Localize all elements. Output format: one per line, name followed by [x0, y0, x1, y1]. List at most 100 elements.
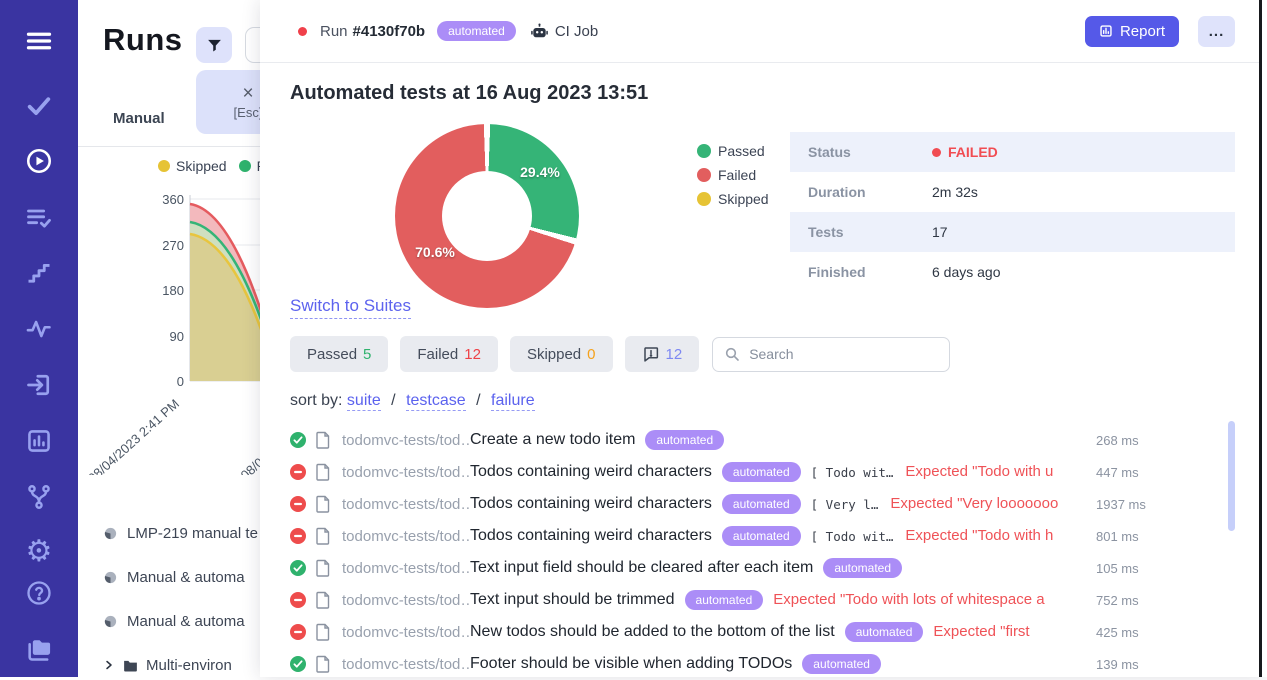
- list-item[interactable]: Manual & automa: [103, 606, 260, 636]
- test-row[interactable]: todomvc-tests/tod… Text input field shou…: [290, 552, 1158, 584]
- test-path: todomvc-tests/tod…: [342, 655, 470, 673]
- automated-badge: automated: [721, 494, 801, 514]
- close-icon[interactable]: ×: [242, 82, 254, 104]
- test-row[interactable]: todomvc-tests/tod… Todos containing weir…: [290, 456, 1158, 488]
- tab-comments-count: 12: [665, 345, 683, 363]
- switch-to-suites-link[interactable]: Switch to Suites: [290, 296, 411, 319]
- stat-label: Tests: [808, 224, 844, 240]
- check-icon[interactable]: [24, 90, 54, 120]
- passed-dot-icon: [238, 160, 251, 172]
- filter-button[interactable]: [196, 27, 232, 63]
- tab-passed[interactable]: Passed 5: [290, 336, 389, 372]
- run-status-dot-icon: [298, 26, 307, 36]
- skipped-dot-icon: [158, 160, 170, 172]
- menu-icon[interactable]: [24, 26, 54, 56]
- list-scrollbar[interactable]: [1228, 421, 1235, 531]
- ytick-270: 270: [162, 238, 184, 253]
- stat-label: Status: [808, 144, 851, 160]
- tab-skipped[interactable]: Skipped 0: [509, 336, 613, 372]
- test-row[interactable]: todomvc-tests/tod… Text input should be …: [290, 584, 1158, 616]
- failed-minus-icon: [290, 592, 306, 608]
- run-stats-table: Status FAILED Duration 2m 32s Tests 17 F…: [790, 132, 1235, 292]
- legend-passed: Pas: [257, 158, 260, 174]
- help-circle-icon[interactable]: [24, 578, 54, 608]
- test-error: Expected "first: [933, 623, 1030, 640]
- donut-passed-label: 29.4%: [520, 164, 560, 180]
- stairs-icon[interactable]: [24, 258, 54, 288]
- passed-check-icon: [290, 560, 306, 576]
- chevron-right-icon[interactable]: [103, 659, 115, 671]
- test-title: Footer should be visible when adding TOD…: [470, 655, 793, 672]
- sort-by-testcase-link[interactable]: testcase: [406, 392, 466, 411]
- legend-failed-label: Failed: [718, 167, 757, 183]
- file-icon: [315, 655, 331, 673]
- tab-passed-label: Passed: [307, 345, 358, 363]
- legend-skipped: Skipped: [176, 158, 227, 174]
- sort-by-suite-link[interactable]: suite: [346, 392, 381, 411]
- donut-failed-label: 70.6%: [415, 244, 455, 260]
- robot-icon: [530, 22, 548, 37]
- sort-row: sort by: suite / testcase / failure: [290, 392, 535, 411]
- bar-chart-icon[interactable]: [24, 426, 54, 456]
- gear-icon[interactable]: ⚙: [25, 534, 53, 569]
- tab-comments[interactable]: 12: [624, 336, 700, 372]
- search-input[interactable]: [712, 336, 951, 372]
- test-row[interactable]: todomvc-tests/tod… Footer should be visi…: [290, 648, 1158, 680]
- run-header: Run #4130f70b automated CI Job Report ..…: [260, 0, 1259, 63]
- test-duration: 801 ms: [1096, 528, 1139, 544]
- list-item[interactable]: LMP-219 manual te: [103, 518, 260, 548]
- test-error: Expected "Todo with h: [905, 527, 1054, 544]
- ytick-90: 90: [170, 329, 184, 344]
- git-branch-icon[interactable]: [24, 482, 54, 512]
- runs-list: LMP-219 manual te Manual & automa Manual…: [103, 518, 260, 677]
- automated-badge: automated: [721, 462, 801, 482]
- test-path: todomvc-tests/tod…: [342, 527, 470, 545]
- failed-minus-icon: [290, 464, 306, 480]
- test-row[interactable]: todomvc-tests/tod… New todos should be a…: [290, 616, 1158, 648]
- test-path: todomvc-tests/tod…: [342, 495, 470, 513]
- test-row[interactable]: todomvc-tests/tod… Todos containing weir…: [290, 488, 1158, 520]
- failed-dot-icon: [697, 168, 711, 182]
- table-row: Finished 6 days ago: [790, 252, 1235, 292]
- file-icon: [315, 431, 331, 449]
- automated-badge: automated: [721, 526, 801, 546]
- folders-icon[interactable]: [24, 634, 54, 664]
- file-icon: [315, 527, 331, 545]
- report-button[interactable]: Report: [1084, 15, 1179, 47]
- tab-manual[interactable]: Manual: [113, 110, 165, 127]
- report-chart-icon: [1100, 25, 1112, 37]
- tab-passed-count: 5: [363, 345, 372, 363]
- passed-check-icon: [290, 432, 306, 448]
- ci-job[interactable]: CI Job: [530, 23, 598, 40]
- esc-hint: [Esc]: [233, 104, 260, 120]
- test-row[interactable]: todomvc-tests/tod… Create a new todo ite…: [290, 424, 1158, 456]
- test-row[interactable]: todomvc-tests/tod… Todos containing weir…: [290, 520, 1158, 552]
- list-item[interactable]: Manual & automa: [103, 562, 260, 592]
- list-check-icon[interactable]: [24, 203, 54, 233]
- more-button[interactable]: ...: [1198, 15, 1235, 47]
- table-row: Status FAILED: [790, 132, 1235, 172]
- automated-badge: automated: [684, 590, 764, 610]
- tab-failed[interactable]: Failed 12: [400, 336, 498, 372]
- stat-label: Finished: [808, 264, 866, 280]
- play-circle-icon[interactable]: [24, 146, 54, 176]
- test-duration: 447 ms: [1096, 464, 1139, 480]
- tab-skipped-label: Skipped: [526, 345, 582, 363]
- import-icon[interactable]: [24, 370, 54, 400]
- file-icon: [315, 559, 331, 577]
- failed-minus-icon: [290, 624, 306, 640]
- run-status-pie-icon: [103, 570, 118, 585]
- run-item-label: LMP-219 manual te: [127, 524, 258, 542]
- xtick-2: 08/04/2023: [238, 428, 260, 475]
- run-id: #4130f70b: [352, 22, 426, 40]
- activity-icon[interactable]: [24, 314, 54, 344]
- passed-dot-icon: [697, 144, 711, 158]
- runs-search-input-stub[interactable]: [245, 27, 260, 63]
- stat-value-finished: 6 days ago: [932, 264, 1001, 280]
- stat-value-tests: 17: [932, 224, 948, 240]
- test-path: todomvc-tests/tod…: [342, 591, 470, 609]
- sort-by-failure-link[interactable]: failure: [491, 392, 535, 411]
- test-title: Text input field should be cleared after…: [470, 559, 814, 576]
- list-item-folder[interactable]: Multi-environ: [103, 650, 260, 677]
- trend-chart-legend: Skipped Pas: [158, 158, 260, 174]
